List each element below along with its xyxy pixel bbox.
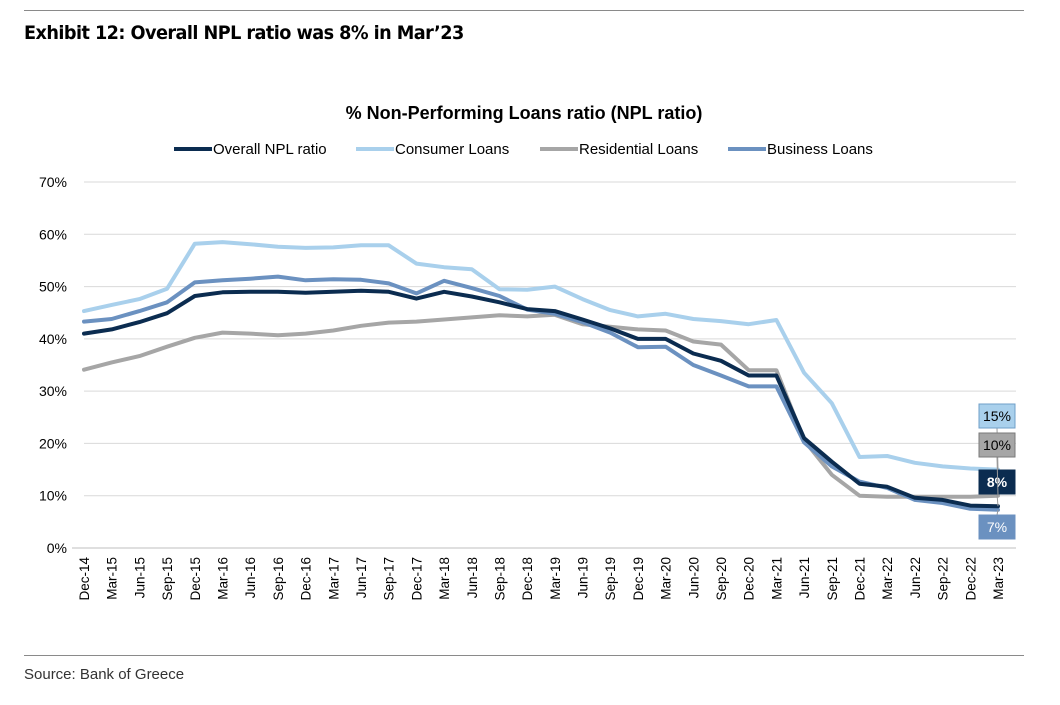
chart-title: % Non-Performing Loans ratio (NPL ratio) xyxy=(346,103,703,123)
y-tick-label: 50% xyxy=(39,279,67,295)
x-tick-label: Dec-19 xyxy=(631,557,646,601)
x-tick-label: Jun-19 xyxy=(576,557,591,598)
x-tick-label: Mar-20 xyxy=(659,557,674,600)
x-tick-label: Mar-21 xyxy=(769,557,784,600)
y-axis: 0% 10% 20% 30% 40% 50% 60% 70% xyxy=(39,174,67,556)
x-tick-label: Sep-22 xyxy=(936,557,951,601)
x-tick-label: Jun-15 xyxy=(132,557,147,598)
x-tick-label: Sep-16 xyxy=(271,557,286,601)
series-line-consumer xyxy=(82,240,1000,472)
end-label-box-business xyxy=(978,514,1016,540)
x-tick-label: Mar-18 xyxy=(437,557,452,600)
end-label-business: 7% xyxy=(987,519,1007,535)
x-tick-label: Mar-22 xyxy=(880,557,895,600)
x-tick-label: Mar-16 xyxy=(215,557,230,600)
y-tick-label: 60% xyxy=(39,226,67,242)
series-line-residential xyxy=(82,312,1000,499)
leader-overall xyxy=(996,493,999,507)
x-axis: Dec-14 Mar-15 Jun-15 Sep-15 Dec-15 Mar-16 Jun-… xyxy=(77,557,1006,601)
x-tick-label: Dec-17 xyxy=(409,557,424,601)
x-tick-label: Dec-15 xyxy=(188,557,203,601)
end-label-box-consumer xyxy=(978,403,1016,429)
x-tick-label: Sep-15 xyxy=(160,557,175,601)
x-tick-label: Dec-21 xyxy=(853,557,868,601)
end-labels: 8%15%10%7% xyxy=(978,403,1016,540)
x-tick-label: Sep-18 xyxy=(492,557,507,601)
x-tick-label: Dec-16 xyxy=(299,557,314,601)
exhibit-title: Exhibit 12: Overall NPL ratio was 8% in … xyxy=(24,22,464,44)
x-tick-label: Sep-17 xyxy=(382,557,397,601)
legend-label-consumer: Consumer Loans xyxy=(395,141,509,158)
series-line-overall xyxy=(82,288,1000,509)
end-label-box-residential xyxy=(978,432,1016,458)
y-tick-label: 30% xyxy=(39,383,67,399)
leader-business xyxy=(996,509,999,516)
x-tick-label: Mar-23 xyxy=(991,557,1006,600)
x-tick-label: Jun-21 xyxy=(797,557,812,598)
x-tick-label: Jun-22 xyxy=(908,557,923,598)
gridlines xyxy=(72,181,1016,549)
x-tick-label: Sep-20 xyxy=(714,557,729,601)
y-tick-label: 10% xyxy=(39,488,67,504)
y-tick-label: 20% xyxy=(39,435,67,451)
top-rule xyxy=(24,10,1024,11)
legend-label-business: Business Loans xyxy=(767,141,873,158)
x-tick-label: Mar-19 xyxy=(548,557,563,600)
end-label-residential: 10% xyxy=(983,437,1011,453)
legend: Overall NPL ratio Consumer Loans Residenti… xyxy=(174,141,873,158)
end-label-box-overall xyxy=(978,469,1016,495)
x-tick-label: Dec-22 xyxy=(963,557,978,601)
x-tick-label: Mar-17 xyxy=(326,557,341,600)
y-tick-label: 70% xyxy=(39,174,67,190)
x-tick-label: Dec-18 xyxy=(520,557,535,601)
series-lines xyxy=(82,240,1000,512)
x-tick-label: Dec-20 xyxy=(742,557,757,601)
y-tick-label: 40% xyxy=(39,331,67,347)
bottom-rule xyxy=(24,655,1024,656)
legend-label-overall: Overall NPL ratio xyxy=(213,141,327,158)
legend-label-residential: Residential Loans xyxy=(579,141,698,158)
x-tick-label: Sep-21 xyxy=(825,557,840,601)
source-note: Source: Bank of Greece xyxy=(24,666,185,683)
end-label-consumer: 15% xyxy=(983,408,1011,424)
leader-residential xyxy=(996,456,999,496)
x-tick-label: Dec-14 xyxy=(77,557,92,601)
x-tick-label: Mar-15 xyxy=(105,557,120,600)
x-tick-label: Jun-20 xyxy=(686,557,701,598)
x-tick-label: Jun-17 xyxy=(354,557,369,598)
x-tick-label: Sep-19 xyxy=(603,557,618,601)
y-tick-label: 0% xyxy=(47,540,67,556)
x-tick-label: Jun-16 xyxy=(243,557,258,598)
x-tick-label: Jun-18 xyxy=(465,557,480,598)
